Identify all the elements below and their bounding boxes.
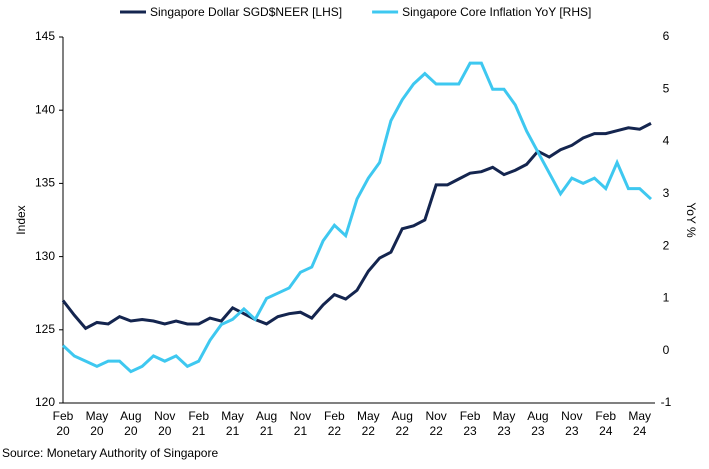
x-tick-label: Feb 22 [324,409,345,438]
legend-label: Singapore Core Inflation YoY [RHS] [402,5,591,19]
y2-tick-label: 3 [663,186,670,200]
y2-tick-label: 6 [663,29,670,43]
y2-tick-label: 5 [663,81,670,95]
y-tick-label: 120 [35,395,55,409]
y2-tick-label: 0 [663,343,670,357]
x-tick-label: Aug 23 [527,409,549,438]
y-axis-label: Index [14,205,28,234]
x-tick-label: Feb 24 [595,409,617,438]
series-line [61,61,653,374]
x-tick-label: Feb 20 [52,409,74,438]
y2-tick-label: -1 [661,395,672,409]
x-tick-label: May 23 [492,409,516,438]
y-tick-label: 125 [35,322,55,336]
x-tick-label: May 21 [221,409,244,438]
x-tick-label: May 22 [356,409,380,438]
x-tick-label: May 24 [628,409,652,438]
y-tick-label: 135 [35,176,55,190]
source: Source: Monetary Authority of Singapore [2,446,219,460]
x-tick-label: Aug 22 [391,409,413,438]
x-tick-label: Feb 23 [459,409,481,438]
y2-tick-label: 1 [663,291,670,305]
x-tick-label: Nov 21 [289,409,312,438]
y2-axis-label: YoY % [684,202,698,238]
x-tick-label: Nov 23 [561,409,583,438]
y-tick-label: 145 [35,29,55,43]
y2-tick-label: 4 [663,134,670,148]
legend-label: Singapore Dollar SGD$NEER [LHS] [150,5,342,19]
x-tick-label: Nov 20 [154,409,176,438]
x-tick-label: Feb 21 [188,409,210,438]
x-tick-label: Aug 21 [255,409,278,438]
x-tick-label: May 20 [85,409,109,438]
y-tick-label: 140 [35,102,55,116]
y2-tick-label: 2 [663,238,670,252]
x-tick-label: Nov 22 [425,409,447,438]
series-line [61,122,652,331]
y-tick-label: 130 [35,249,55,263]
x-tick-label: Aug 20 [120,409,142,438]
